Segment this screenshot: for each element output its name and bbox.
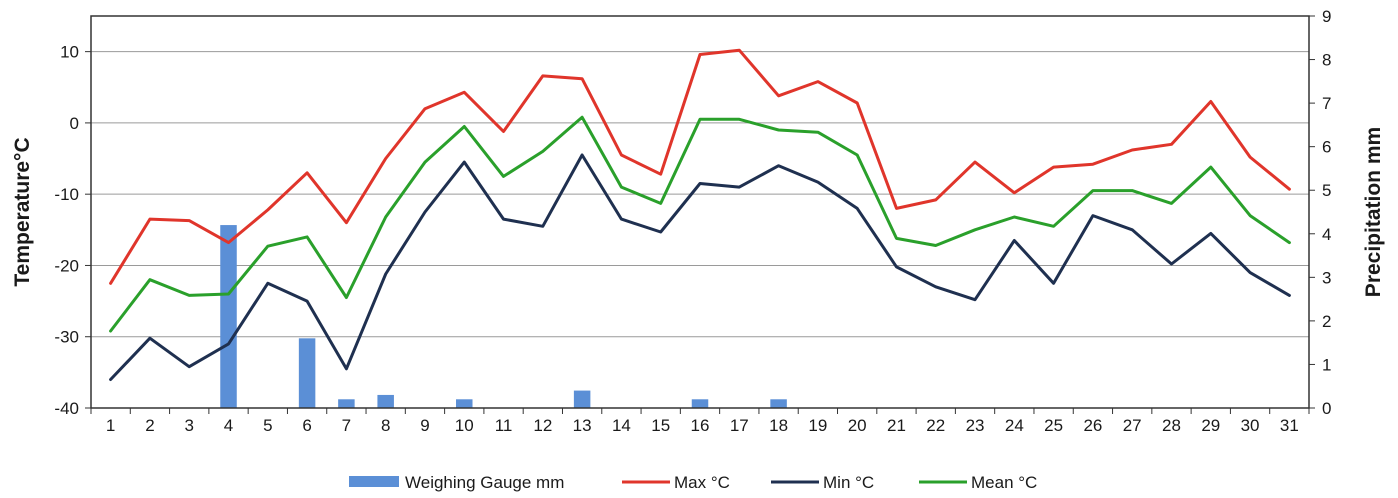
bar-4 — [220, 225, 237, 408]
bar-8 — [377, 394, 394, 408]
series-line-mean-c — [109, 115, 1291, 333]
x-tick-label: 16 — [691, 416, 710, 435]
x-tick-label: 21 — [887, 416, 906, 435]
lines — [109, 48, 1291, 381]
x-tick-label: 29 — [1201, 416, 1220, 435]
y-right-tick-label: 1 — [1322, 355, 1331, 374]
legend-label-max-c: Max °C — [674, 473, 730, 492]
y-left-tick-label: -40 — [54, 399, 79, 418]
bar-7 — [338, 399, 355, 408]
y-right-tick-label: 4 — [1322, 225, 1331, 244]
bar-18 — [770, 399, 787, 408]
y-right-tick-label: 5 — [1322, 181, 1331, 200]
plot-frame — [90, 15, 1310, 409]
bar-16 — [691, 399, 709, 408]
x-tick-label: 23 — [966, 416, 985, 435]
x-tick-label: 24 — [1005, 416, 1024, 435]
y-right-tick-label: 9 — [1322, 7, 1331, 26]
y-right-axis-title: Precipitation mm — [1362, 127, 1385, 297]
x-tick-label: 28 — [1162, 416, 1181, 435]
y-right-tick-label: 0 — [1322, 399, 1331, 418]
x-tick-label: 20 — [848, 416, 867, 435]
y-left-tick-label: 10 — [60, 43, 79, 62]
x-tick-label: 31 — [1280, 416, 1299, 435]
x-tick-label: 11 — [495, 416, 513, 435]
bars — [220, 225, 787, 408]
legend-label-min-c: Min °C — [823, 473, 874, 492]
x-tick-label: 26 — [1083, 416, 1102, 435]
y-left-axis-title: Temperature°C — [11, 137, 34, 286]
y-right-tick-label: 2 — [1322, 312, 1331, 331]
x-tick-label: 14 — [612, 416, 631, 435]
x-tick-label: 27 — [1123, 416, 1142, 435]
x-tick-label: 30 — [1241, 416, 1260, 435]
x-tick-label: 3 — [184, 416, 193, 435]
y-left-tick-label: 0 — [70, 114, 79, 133]
x-tick-label: 18 — [769, 416, 788, 435]
x-tick-label: 1 — [106, 416, 115, 435]
x-tick-label: 5 — [263, 416, 272, 435]
y-right-tick-label: 7 — [1322, 94, 1331, 113]
gridlines — [91, 51, 1309, 338]
y-left-tick-label: -20 — [54, 256, 79, 275]
x-tick-label: 25 — [1044, 416, 1063, 435]
x-tick-label: 13 — [573, 416, 592, 435]
legend-label-weighing-gauge-mm: Weighing Gauge mm — [405, 473, 564, 492]
x-tick-label: 22 — [926, 416, 945, 435]
x-tick-label: 19 — [808, 416, 827, 435]
y-right-tick-label: 3 — [1322, 268, 1331, 287]
x-tick-label: 8 — [381, 416, 390, 435]
series-line-min-c — [109, 153, 1291, 381]
bar-6 — [298, 338, 316, 408]
x-tick-label: 9 — [420, 416, 429, 435]
legend-swatch-weighing-gauge-mm — [349, 476, 399, 487]
legend: Weighing Gauge mm Max °C Min °C Mean °C — [349, 473, 1037, 492]
series-line-max-c — [109, 48, 1291, 285]
bar-10 — [456, 399, 473, 408]
y-left-tick-label: -10 — [54, 185, 79, 204]
legend-label-mean-c: Mean °C — [971, 473, 1037, 492]
x-tick-label: 17 — [730, 416, 749, 435]
y-right-tick-label: 8 — [1322, 51, 1331, 70]
x-tick-label: 7 — [342, 416, 351, 435]
x-tick-label: 12 — [533, 416, 552, 435]
x-tick-label: 2 — [145, 416, 154, 435]
y-right-tick-label: 6 — [1322, 138, 1331, 157]
y-left-tick-label: -30 — [54, 328, 79, 347]
x-tick-label: 4 — [224, 416, 233, 435]
x-tick-label: 6 — [302, 416, 311, 435]
bar-13 — [573, 390, 591, 408]
x-tick-label: 15 — [651, 416, 670, 435]
x-tick-label: 10 — [455, 416, 474, 435]
